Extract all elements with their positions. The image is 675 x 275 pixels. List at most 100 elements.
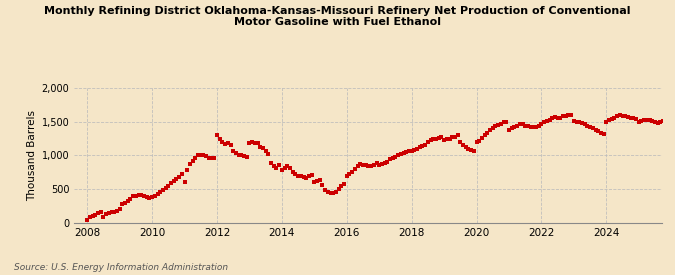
Point: [630, 117, 641, 121]
Point: [90, 213, 101, 217]
Point: [614, 113, 625, 117]
Point: [285, 165, 296, 170]
Point: [371, 161, 382, 166]
Point: [306, 173, 317, 177]
Point: [504, 128, 514, 132]
Point: [374, 163, 385, 168]
Point: [325, 191, 336, 195]
Point: [255, 144, 266, 149]
Point: [639, 118, 649, 123]
Point: [401, 150, 412, 154]
Point: [471, 140, 482, 144]
Point: [428, 137, 439, 141]
Point: [250, 140, 261, 145]
Point: [509, 125, 520, 129]
Point: [666, 119, 675, 124]
Point: [173, 175, 184, 179]
Point: [331, 189, 342, 194]
Point: [203, 156, 214, 160]
Point: [165, 181, 176, 185]
Point: [620, 114, 630, 119]
Point: [320, 188, 331, 192]
Point: [609, 116, 620, 120]
Point: [182, 168, 192, 172]
Point: [82, 218, 92, 222]
Point: [220, 142, 231, 146]
Point: [342, 174, 352, 178]
Point: [671, 114, 675, 119]
Text: Source: U.S. Energy Information Administration: Source: U.S. Energy Information Administ…: [14, 263, 227, 272]
Point: [579, 122, 590, 127]
Point: [477, 136, 487, 140]
Point: [528, 125, 539, 129]
Point: [382, 160, 393, 164]
Point: [406, 148, 417, 153]
Point: [606, 117, 617, 121]
Point: [417, 144, 428, 148]
Point: [501, 119, 512, 124]
Point: [431, 136, 441, 141]
Point: [439, 138, 450, 142]
Point: [603, 118, 614, 123]
Point: [377, 162, 387, 166]
Point: [495, 122, 506, 126]
Point: [282, 164, 293, 168]
Point: [482, 131, 493, 135]
Point: [223, 141, 234, 145]
Point: [533, 124, 544, 129]
Point: [111, 209, 122, 213]
Point: [582, 123, 593, 128]
Point: [125, 197, 136, 201]
Point: [539, 120, 549, 125]
Point: [179, 180, 190, 185]
Point: [463, 146, 474, 151]
Point: [336, 184, 347, 189]
Point: [466, 148, 477, 152]
Point: [404, 149, 414, 153]
Point: [441, 137, 452, 141]
Point: [214, 136, 225, 141]
Point: [531, 125, 541, 129]
Point: [171, 177, 182, 181]
Point: [379, 161, 390, 165]
Point: [274, 163, 285, 168]
Point: [136, 192, 146, 197]
Point: [520, 123, 531, 128]
Point: [168, 179, 179, 183]
Point: [128, 194, 138, 199]
Point: [636, 119, 647, 123]
Point: [393, 153, 404, 158]
Point: [271, 165, 282, 170]
Point: [663, 119, 674, 123]
Point: [117, 202, 128, 206]
Point: [628, 116, 639, 120]
Point: [460, 145, 471, 150]
Point: [517, 122, 528, 127]
Point: [192, 153, 203, 158]
Point: [369, 163, 379, 167]
Point: [296, 174, 306, 178]
Point: [566, 113, 576, 117]
Point: [412, 146, 423, 151]
Point: [474, 138, 485, 143]
Point: [333, 187, 344, 191]
Point: [269, 164, 279, 168]
Point: [242, 155, 252, 159]
Point: [298, 175, 309, 179]
Point: [87, 214, 98, 218]
Point: [593, 129, 603, 133]
Point: [211, 133, 222, 137]
Point: [622, 115, 633, 119]
Point: [144, 196, 155, 201]
Point: [536, 122, 547, 126]
Point: [206, 156, 217, 160]
Point: [92, 211, 103, 216]
Point: [612, 114, 622, 119]
Point: [244, 140, 255, 145]
Point: [555, 116, 566, 120]
Point: [84, 215, 95, 219]
Point: [360, 163, 371, 168]
Point: [236, 153, 247, 158]
Point: [355, 162, 366, 166]
Point: [290, 171, 301, 176]
